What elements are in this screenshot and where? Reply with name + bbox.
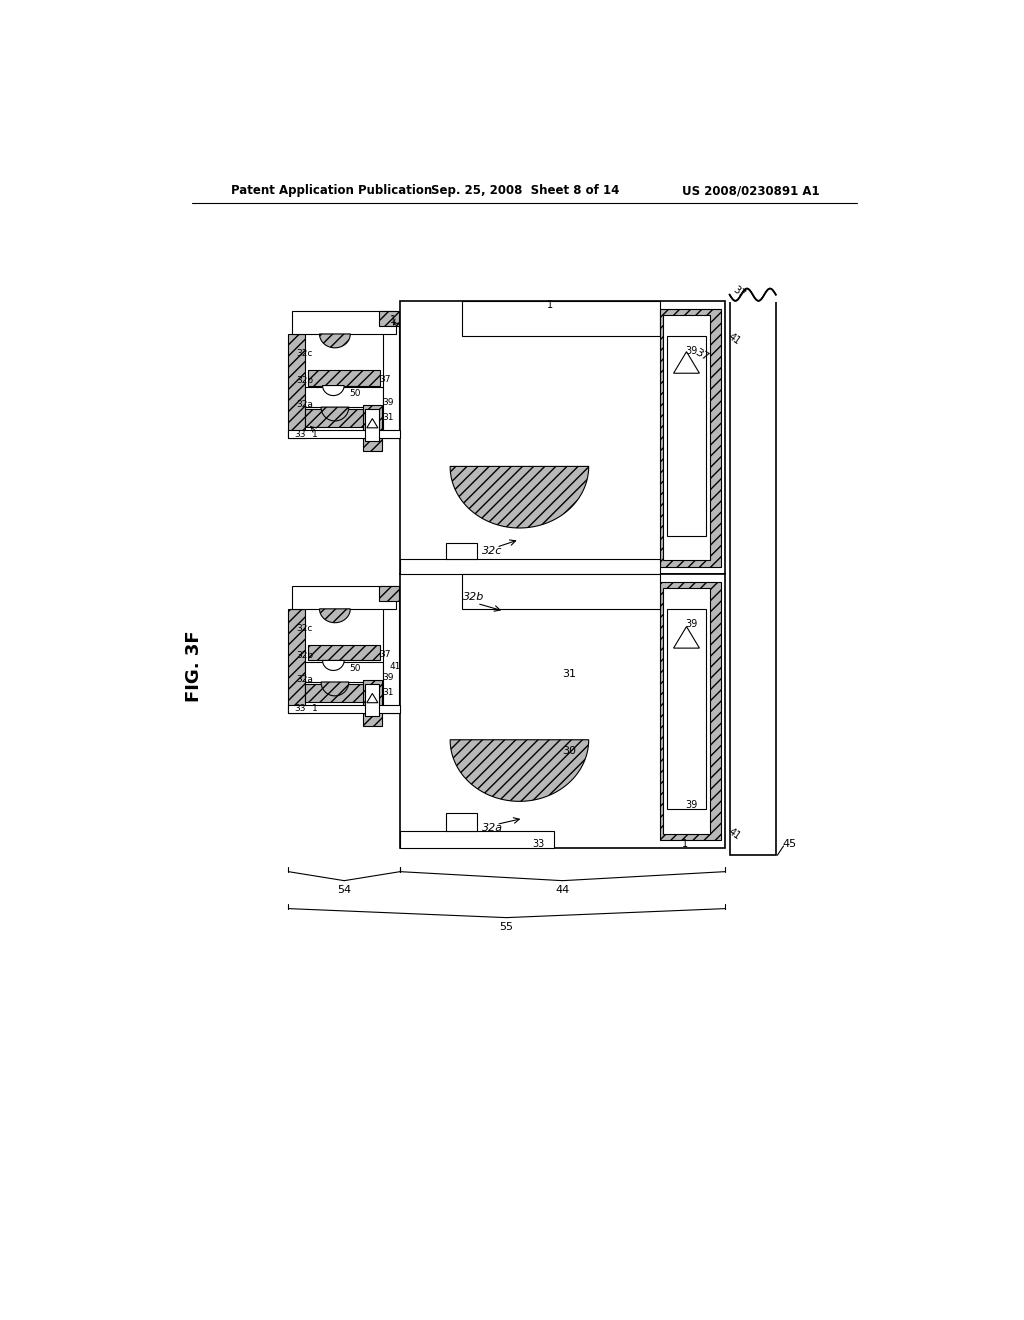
Text: Sep. 25, 2008  Sheet 8 of 14: Sep. 25, 2008 Sheet 8 of 14 [431, 185, 618, 197]
Text: 37: 37 [731, 284, 746, 300]
Polygon shape [323, 660, 344, 671]
Text: 41: 41 [390, 663, 401, 671]
Text: FIG. 3F: FIG. 3F [184, 631, 203, 702]
Bar [289, 705, 400, 713]
Bar [462, 301, 659, 335]
Bar [659, 309, 721, 566]
Text: 39: 39 [685, 800, 697, 810]
Bar [659, 582, 721, 840]
Text: 32b: 32b [296, 651, 313, 660]
Text: 39: 39 [685, 619, 697, 630]
Bar [668, 335, 706, 536]
Text: US 2008/0230891 A1: US 2008/0230891 A1 [682, 185, 819, 197]
Polygon shape [674, 627, 699, 648]
Text: 1: 1 [547, 300, 553, 310]
Bar [305, 387, 383, 407]
Polygon shape [319, 334, 350, 347]
Polygon shape [451, 466, 589, 528]
Text: 33: 33 [295, 429, 306, 438]
Text: 54: 54 [337, 884, 351, 895]
Text: 37: 37 [379, 649, 390, 659]
Bar [379, 312, 398, 326]
Bar [308, 370, 380, 385]
Bar [292, 586, 396, 609]
Text: 1: 1 [390, 315, 396, 325]
Text: 55: 55 [500, 921, 513, 932]
Bar [308, 645, 380, 660]
Bar [400, 558, 659, 574]
Text: 32a: 32a [482, 824, 503, 833]
Bar [400, 830, 554, 847]
Text: 33: 33 [532, 838, 545, 849]
Text: 39: 39 [382, 673, 393, 682]
Bar [383, 322, 398, 438]
Text: Patent Application Publication: Patent Application Publication [230, 185, 432, 197]
Bar [383, 597, 398, 713]
Text: 32b: 32b [463, 593, 484, 602]
Bar [730, 301, 776, 855]
Bar [289, 334, 305, 438]
Polygon shape [323, 385, 344, 396]
Polygon shape [451, 739, 589, 801]
Text: 33: 33 [295, 705, 306, 713]
Text: 30: 30 [562, 746, 577, 756]
Text: 31: 31 [382, 688, 393, 697]
Text: 32c: 32c [296, 348, 312, 358]
Bar [292, 312, 396, 334]
Polygon shape [367, 693, 378, 702]
Bar [664, 589, 710, 834]
Text: 50: 50 [349, 664, 361, 673]
Bar [664, 314, 710, 560]
Bar [446, 813, 477, 832]
Bar [305, 409, 383, 428]
Bar [305, 684, 383, 702]
Bar [729, 285, 776, 302]
Bar [462, 574, 659, 609]
Text: 32c: 32c [296, 623, 312, 632]
Text: 1: 1 [682, 838, 688, 849]
Polygon shape [322, 682, 349, 696]
Bar [366, 684, 379, 715]
Text: 32c: 32c [482, 546, 503, 556]
Polygon shape [319, 609, 350, 623]
Polygon shape [322, 407, 349, 421]
Bar [379, 586, 398, 601]
Polygon shape [674, 351, 699, 374]
Bar [366, 409, 379, 441]
Text: 44: 44 [555, 884, 569, 895]
Polygon shape [367, 418, 378, 428]
Bar [289, 430, 400, 438]
Text: 41: 41 [726, 826, 742, 841]
Text: 39: 39 [685, 346, 697, 356]
Text: 41: 41 [726, 331, 742, 347]
Text: 1: 1 [311, 705, 317, 713]
Bar [668, 609, 706, 809]
Text: 37: 37 [693, 347, 711, 363]
Text: 45: 45 [782, 838, 797, 849]
Text: 32a: 32a [296, 400, 313, 409]
Bar [446, 544, 477, 558]
Bar [364, 405, 382, 451]
Bar [289, 609, 305, 713]
Text: 31: 31 [382, 413, 393, 422]
Bar [364, 680, 382, 726]
Bar [400, 301, 725, 574]
Bar [305, 663, 383, 682]
Text: 32b: 32b [296, 376, 313, 384]
Text: 31: 31 [562, 669, 577, 680]
Bar [400, 574, 725, 847]
Text: 1: 1 [311, 429, 317, 438]
Text: 39: 39 [382, 399, 393, 407]
Text: 32a: 32a [296, 676, 313, 684]
Text: 37: 37 [379, 375, 390, 384]
Text: 50: 50 [349, 389, 361, 397]
